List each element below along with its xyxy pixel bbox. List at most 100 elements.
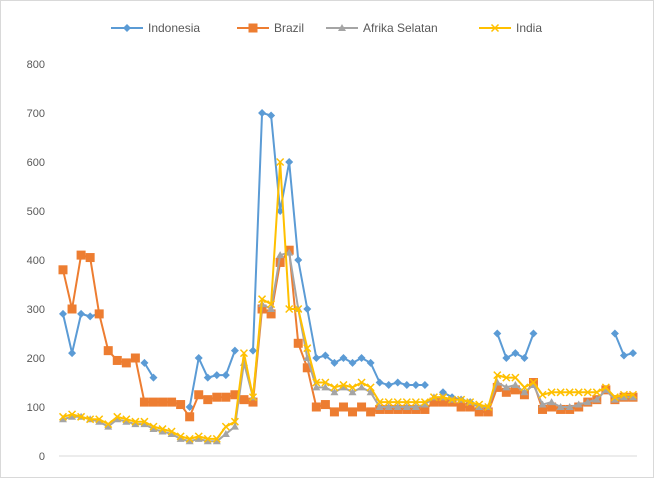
data-point-indonesia xyxy=(267,111,276,120)
legend-label: Afrika Selatan xyxy=(363,21,438,35)
data-point-india xyxy=(239,349,248,358)
data-point-brazil xyxy=(112,355,122,365)
data-point-brazil xyxy=(474,407,484,417)
data-point-india xyxy=(167,427,176,436)
data-point-indonesia xyxy=(221,371,230,380)
data-point-india xyxy=(149,422,158,431)
data-point-afrika-selatan xyxy=(583,398,592,406)
data-point-afrika-selatan xyxy=(122,417,131,425)
data-point-india xyxy=(321,378,330,387)
data-point-brazil xyxy=(338,402,348,412)
data-point-india xyxy=(68,410,77,419)
data-point-indonesia xyxy=(375,378,384,387)
data-point-brazil xyxy=(357,402,367,412)
data-point-afrika-selatan xyxy=(285,248,294,256)
data-point-afrika-selatan xyxy=(610,395,619,403)
series-line-india xyxy=(62,161,633,440)
data-point-brazil xyxy=(212,392,222,402)
data-point-brazil xyxy=(293,338,303,348)
data-point-brazil xyxy=(483,407,493,417)
data-point-brazil xyxy=(203,395,213,405)
data-point-brazil xyxy=(501,387,511,397)
data-point-brazil xyxy=(176,400,186,410)
data-point-afrika-selatan xyxy=(330,388,339,396)
data-point-afrika-selatan xyxy=(375,403,384,410)
data-point-brazil xyxy=(185,412,195,422)
data-point-indonesia xyxy=(520,354,529,362)
data-point-afrika-selatan xyxy=(176,434,185,442)
data-point-afrika-selatan xyxy=(393,403,402,410)
data-point-afrika-selatan xyxy=(629,393,637,401)
data-point-indonesia xyxy=(149,373,158,382)
data-point-india xyxy=(457,395,466,404)
data-point-india xyxy=(104,420,113,429)
data-point-afrika-selatan xyxy=(321,383,330,391)
data-point-afrika-selatan xyxy=(104,422,113,430)
data-point-brazil xyxy=(302,363,312,373)
data-point-afrika-selatan xyxy=(131,420,140,428)
data-point-brazil xyxy=(103,346,113,356)
data-point-india xyxy=(628,390,638,399)
data-point-indonesia xyxy=(212,371,221,380)
series-layer xyxy=(58,109,638,445)
data-point-indonesia xyxy=(357,354,366,362)
data-point-afrika-selatan xyxy=(538,400,547,408)
data-point-afrika-selatan xyxy=(203,437,212,445)
data-point-indonesia xyxy=(312,354,321,362)
data-point-india xyxy=(258,295,267,304)
data-point-afrika-selatan xyxy=(158,427,167,435)
series-brazil xyxy=(58,245,638,422)
data-point-brazil xyxy=(348,407,358,417)
y-tick-label: 600 xyxy=(27,157,45,169)
data-point-indonesia xyxy=(294,256,303,264)
data-point-india xyxy=(158,425,167,434)
data-point-india xyxy=(466,398,475,407)
data-point-brazil xyxy=(67,304,77,314)
data-point-indonesia xyxy=(393,378,402,387)
data-point-indonesia xyxy=(610,329,619,338)
data-point-indonesia xyxy=(493,329,502,338)
data-point-india xyxy=(113,412,122,421)
y-axis: 0 100 200 300 400 500 600 700 800 xyxy=(27,59,45,463)
data-point-afrika-selatan xyxy=(185,437,194,445)
data-point-indonesia xyxy=(194,354,203,362)
series-line-afrika-selatan xyxy=(62,251,633,443)
data-point-india xyxy=(86,415,95,424)
series-indonesia xyxy=(59,109,637,411)
data-point-india xyxy=(556,388,565,397)
data-point-india xyxy=(475,400,484,409)
legend-item-brazil: Brazil xyxy=(237,21,304,35)
data-point-india xyxy=(393,398,402,407)
data-point-brazil xyxy=(429,397,439,407)
data-point-india xyxy=(339,380,348,389)
data-point-india xyxy=(185,434,194,443)
data-point-brazil xyxy=(420,404,430,414)
legend-marker xyxy=(248,23,258,33)
data-point-india xyxy=(303,344,312,353)
data-point-indonesia xyxy=(384,380,393,389)
data-point-indonesia xyxy=(330,358,339,367)
y-tick-label: 700 xyxy=(27,108,45,120)
data-point-brazil xyxy=(456,402,466,412)
data-point-india xyxy=(520,383,529,392)
data-point-india xyxy=(312,378,321,387)
data-point-indonesia xyxy=(59,309,67,318)
data-point-brazil xyxy=(194,390,204,400)
data-point-afrika-selatan xyxy=(357,383,366,391)
y-tick-label: 100 xyxy=(27,402,45,414)
data-point-indonesia xyxy=(285,158,294,166)
data-point-brazil xyxy=(248,397,258,407)
data-point-afrika-selatan xyxy=(574,400,583,408)
data-point-brazil xyxy=(239,395,249,405)
data-point-india xyxy=(511,373,520,382)
data-point-india xyxy=(140,417,149,426)
data-point-indonesia xyxy=(420,380,429,389)
data-point-afrika-selatan xyxy=(95,417,104,425)
legend-item-afrika-selatan: Afrika Selatan xyxy=(326,21,438,35)
data-point-india xyxy=(294,304,303,314)
data-point-india xyxy=(348,383,357,392)
data-point-indonesia xyxy=(249,346,257,355)
data-point-indonesia xyxy=(86,312,95,321)
legend-marker xyxy=(123,24,131,32)
y-tick-label: 400 xyxy=(27,255,45,267)
